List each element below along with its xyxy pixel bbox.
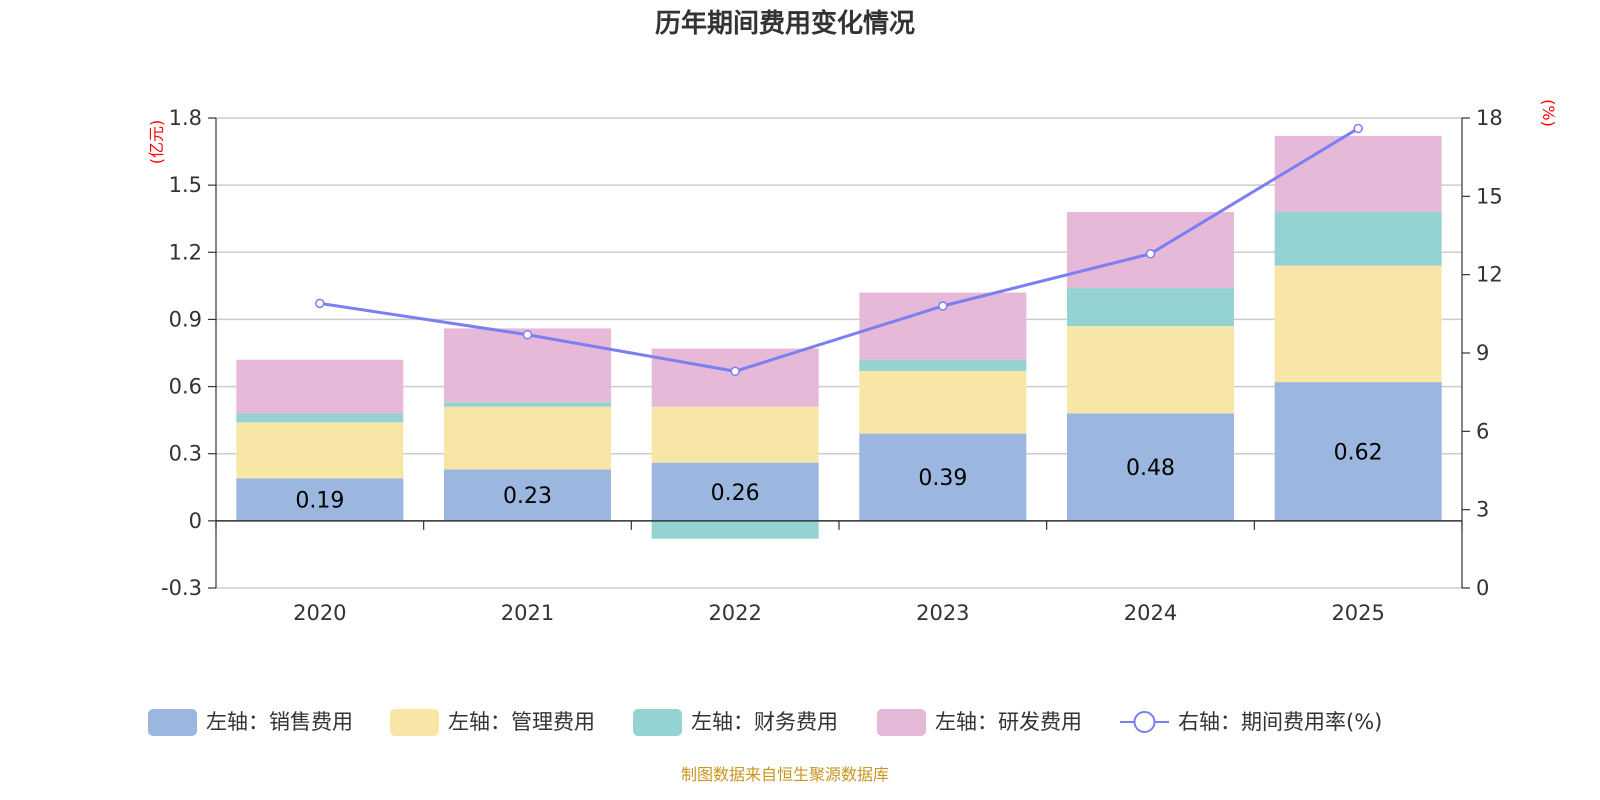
bar-segment [236, 413, 404, 423]
rate-point [1145, 249, 1156, 259]
left-tick-label: 1.5 [169, 173, 202, 197]
left-tick-label: 1.8 [169, 106, 202, 130]
bar-segment [444, 469, 611, 521]
bar-segment [1274, 212, 1442, 266]
bar-segment [236, 422, 404, 479]
legend-swatch [390, 709, 439, 736]
legend-label: 左轴：研发费用 [935, 710, 1082, 734]
axes: -0.3 0 0.3 0.6 0.9 1.2 1.5 1.8 0 3 6 9 12 15 18 (亿元) (%)… [147, 99, 1558, 625]
right-tick-label: 15 [1476, 184, 1503, 208]
bar-segment [1274, 135, 1442, 212]
legend-label: 左轴：管理费用 [448, 710, 595, 734]
x-tick-label: 2023 [916, 601, 969, 625]
left-tick-label: 1.2 [169, 240, 202, 264]
bar-value-label: 0.48 [1126, 456, 1175, 481]
rate-point [522, 329, 533, 340]
x-tick-label: 2022 [708, 601, 761, 625]
bar-segment [859, 433, 1027, 521]
bar-value-label: 0.39 [918, 466, 967, 491]
bar-segment [859, 359, 1027, 371]
bar-segment [859, 370, 1027, 434]
legend-label: 右轴：期间费用率(%) [1178, 710, 1382, 734]
bar-segment [444, 406, 611, 470]
legend-swatch [877, 709, 926, 736]
right-axis-unit: (%) [1539, 99, 1558, 127]
bar-value-label: 0.26 [711, 481, 760, 506]
left-tick-label: 0.9 [169, 307, 202, 331]
right-tick-label: 9 [1476, 341, 1489, 365]
bar-value-label: 0.19 [295, 489, 344, 514]
bar-segment [1274, 265, 1442, 383]
bar-segment [651, 462, 819, 521]
bar-segment [651, 520, 819, 539]
bar-segment [1067, 288, 1234, 327]
bar-value-label: 0.23 [503, 484, 552, 509]
rate-point [938, 301, 948, 311]
legend-swatch [633, 709, 682, 736]
legend: 左轴：销售费用 左轴：管理费用 左轴：财务费用 左轴：研发费用 右轴：期间费用率(%) [148, 709, 1382, 736]
bar-segment [444, 402, 611, 407]
legend-label: 左轴：销售费用 [206, 710, 353, 734]
chart-title: 历年期间费用变化情况 [655, 8, 915, 39]
right-tick-label: 12 [1476, 263, 1503, 287]
left-tick-label: 0.3 [169, 442, 202, 466]
left-tick-label: 0 [189, 509, 202, 533]
rate-point [730, 366, 740, 377]
right-tick-label: 6 [1476, 419, 1489, 443]
rate-point [1353, 123, 1363, 134]
x-tick-label: 2025 [1331, 601, 1384, 625]
left-tick-label: 0.6 [169, 375, 202, 399]
source-note: 制图数据来自恒生聚源数据库 [681, 765, 889, 784]
legend-label: 左轴：财务费用 [691, 710, 838, 734]
x-tick-label: 2024 [1124, 601, 1177, 625]
x-tick-label: 2020 [293, 601, 346, 625]
bar-layer [236, 135, 1442, 539]
bar-segment [1067, 413, 1234, 521]
rate-point [315, 298, 325, 309]
left-tick-label: -0.3 [161, 576, 202, 600]
bar-value-label: 0.62 [1334, 440, 1383, 465]
left-axis-unit: (亿元) [147, 120, 166, 165]
bar-segment [651, 348, 819, 407]
bar-segment [236, 478, 404, 521]
right-tick-label: 3 [1476, 498, 1489, 522]
bar-label-layer: 0.19 0.23 0.26 0.39 0.48 0.62 [295, 440, 1382, 513]
bar-segment [1274, 382, 1442, 521]
right-tick-label: 18 [1476, 106, 1503, 130]
x-tick-label: 2021 [501, 601, 554, 625]
bar-segment [236, 359, 404, 414]
bar-segment [651, 406, 819, 463]
right-tick-label: 0 [1476, 576, 1489, 600]
rate-line [319, 127, 1359, 373]
rate-line-layer [315, 123, 1363, 377]
legend-point-swatch [1133, 711, 1156, 733]
bar-segment [1067, 326, 1234, 414]
bar-segment [444, 328, 611, 403]
legend-swatch [148, 709, 197, 736]
